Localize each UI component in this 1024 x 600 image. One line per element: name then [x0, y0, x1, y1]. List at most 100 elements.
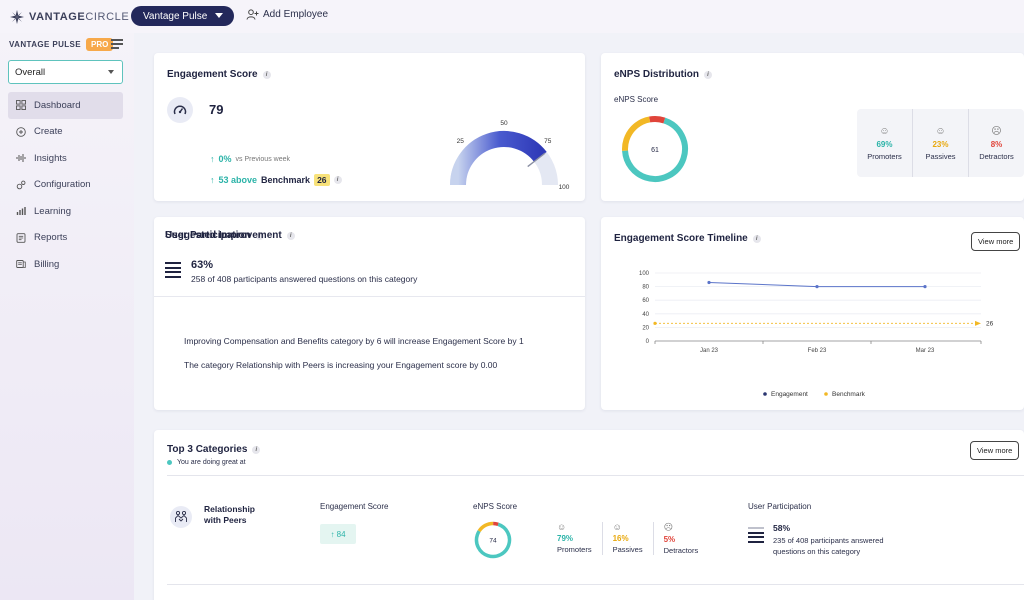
smile-face-icon: ☺	[557, 522, 567, 532]
weekly-change-value: 0%	[218, 154, 232, 164]
gauge-tick-label: 50	[500, 120, 508, 127]
top3-title: Top 3 Categories	[167, 444, 248, 455]
gears-icon	[16, 180, 26, 189]
gauge-fill	[450, 131, 547, 186]
y-tick-label: 80	[642, 285, 649, 291]
divider	[167, 584, 1024, 585]
x-tick-label: Jan 23	[700, 348, 719, 354]
overall-filter-select[interactable]: Overall	[8, 60, 123, 84]
enps-score-label: eNPS Score	[614, 95, 659, 104]
engagement-score-col-label: Engagement Score	[320, 502, 389, 511]
detractors-segment	[622, 116, 688, 182]
add-employee-label: Add Employee	[263, 9, 329, 20]
participation-pct: 63%	[191, 259, 214, 271]
engagement-gauge: 0 25 50 75 100	[444, 120, 570, 191]
y-tick-label: 0	[646, 339, 650, 345]
detractors-label: Detractors	[663, 546, 699, 555]
hamburger-menu-icon[interactable]	[111, 39, 123, 51]
sidebar: VANTAGE PULSE PRO Overall Dashboard Crea…	[0, 33, 134, 600]
info-icon[interactable]: i	[286, 231, 295, 240]
enps-donut-chart: 61	[622, 116, 688, 182]
gauge-needle	[527, 152, 546, 168]
top3-subtitle-text: You are doing great at	[177, 459, 246, 466]
x-tick-label: Feb 23	[808, 348, 827, 354]
weekly-change: ↑ 0% vs Previous week	[210, 154, 290, 164]
y-tick-label: 20	[642, 325, 649, 331]
suggestion-item: The category Relationship with Peers is …	[184, 360, 498, 370]
add-employee-button[interactable]: Add Employee	[246, 9, 328, 20]
info-icon[interactable]: i	[252, 445, 261, 454]
engagement-point	[815, 285, 819, 289]
view-more-button[interactable]: View more	[971, 232, 1021, 251]
engagement-score-card: Engagement Score i 79 ↑ 0% vs Previous w…	[154, 53, 585, 201]
card-title: Top 3 Categories i	[167, 444, 261, 455]
user-participation-card: User Participation i 63% 258 of 408 part…	[154, 217, 585, 410]
main-content: Engagement Score i 79 ↑ 0% vs Previous w…	[134, 33, 1024, 600]
info-icon[interactable]: i	[262, 70, 271, 79]
enps-score-col-label: eNPS Score	[473, 502, 518, 511]
divider	[167, 475, 1024, 476]
view-more-button[interactable]: View more	[970, 441, 1020, 460]
waveform-icon	[16, 154, 26, 163]
promoters-label: Promoters	[557, 545, 592, 554]
detractors-pct: 5%	[663, 535, 676, 544]
engagement-score-value: 79	[209, 102, 224, 117]
promoters-stat: ☺ 69% Promoters	[857, 109, 912, 177]
card-title: Engagement Score Timeline i	[614, 233, 761, 244]
legend-label: Engagement	[771, 391, 808, 398]
passives-segment	[622, 116, 688, 182]
benchmark-label: Benchmark	[261, 175, 311, 185]
legend-label: Benchmark	[832, 391, 866, 398]
sidebar-item-reports[interactable]: Reports	[8, 225, 123, 252]
top3-subtitle: You are doing great at	[167, 459, 246, 466]
arrow-up-icon: ↑	[210, 154, 215, 164]
info-icon[interactable]: i	[255, 231, 264, 240]
sad-face-icon: ☹	[663, 522, 673, 532]
info-icon[interactable]: i	[333, 176, 342, 184]
sidebar-header: VANTAGE PULSE PRO	[9, 38, 114, 51]
enps-distribution-card: eNPS Distribution i eNPS Score 61 ☺ 69% …	[601, 53, 1024, 201]
x-tick-label: Mar 23	[916, 348, 935, 354]
engagement-point	[923, 285, 927, 289]
detractors-stat: ☹ 5% Detractors	[652, 522, 709, 555]
category-participation-desc: 235 of 408 participants answered questio…	[773, 536, 884, 556]
smile-face-icon: ☺	[879, 125, 890, 137]
product-switcher-button[interactable]: Vantage Pulse	[131, 6, 234, 26]
enps-title: eNPS Distribution	[614, 69, 700, 80]
benchmark-comparison: ↑ 53 above Benchmark 26 i	[210, 174, 342, 186]
passives-pct: 23%	[932, 139, 949, 149]
sidebar-item-insights[interactable]: Insights	[8, 145, 123, 172]
participation-title: User Participation	[165, 230, 251, 241]
card-title: eNPS Distribution i	[614, 69, 713, 80]
brand-logo[interactable]: VANTAGECIRCLE	[9, 9, 129, 25]
category-enps-breakdown: ☺ 79% Promoters ☺ 16% Passives ☹ 5% Detr…	[557, 522, 708, 555]
plus-circle-icon	[16, 126, 26, 137]
y-tick-label: 100	[639, 271, 650, 277]
sidebar-item-label: Configuration	[34, 179, 91, 191]
suggestion-item: Improving Compensation and Benefits cate…	[184, 336, 524, 346]
legend-swatch	[763, 392, 767, 396]
engagement-title: Engagement Score	[167, 69, 258, 80]
legend-swatch	[824, 392, 828, 396]
promoters-segment	[474, 521, 512, 559]
sidebar-item-configuration[interactable]: Configuration	[8, 172, 123, 199]
info-icon[interactable]: i	[752, 234, 761, 243]
enps-score-value: 61	[651, 147, 659, 154]
detractors-label: Detractors	[979, 151, 1014, 161]
category-engagement-value: ↑ 84	[320, 524, 356, 544]
grid-icon	[16, 100, 26, 111]
weekly-change-label: vs Previous week	[235, 155, 290, 163]
sidebar-item-dashboard[interactable]: Dashboard	[8, 92, 123, 119]
gauge-tick-label: 75	[544, 138, 552, 145]
divider	[154, 296, 585, 297]
participation-bars-icon	[165, 262, 181, 280]
product-switcher-label: Vantage Pulse	[143, 10, 208, 22]
top-bar: VANTAGECIRCLE Vantage Pulse Add Employee	[0, 0, 1024, 33]
sidebar-item-billing[interactable]: Billing	[8, 251, 123, 278]
speedometer-icon	[167, 97, 193, 123]
info-icon[interactable]: i	[704, 70, 713, 79]
gauge-tick-label: 100	[559, 184, 570, 191]
sidebar-item-create[interactable]: Create	[8, 119, 123, 146]
sidebar-item-learning[interactable]: Learning	[8, 198, 123, 225]
detractors-pct: 8%	[990, 139, 1003, 149]
